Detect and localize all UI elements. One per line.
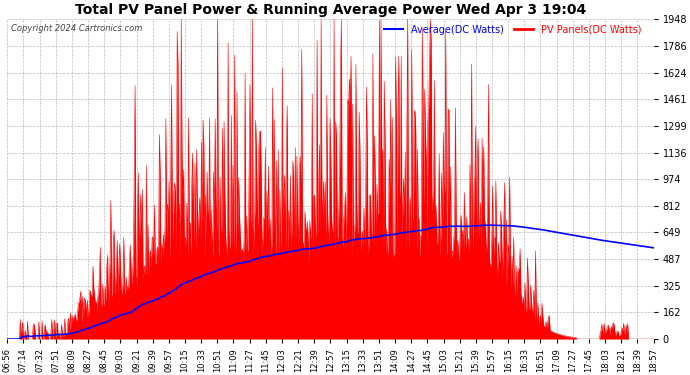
Text: Copyright 2024 Cartronics.com: Copyright 2024 Cartronics.com	[10, 24, 142, 33]
Legend: Average(DC Watts), PV Panels(DC Watts): Average(DC Watts), PV Panels(DC Watts)	[380, 21, 645, 39]
Title: Total PV Panel Power & Running Average Power Wed Apr 3 19:04: Total PV Panel Power & Running Average P…	[75, 3, 586, 17]
